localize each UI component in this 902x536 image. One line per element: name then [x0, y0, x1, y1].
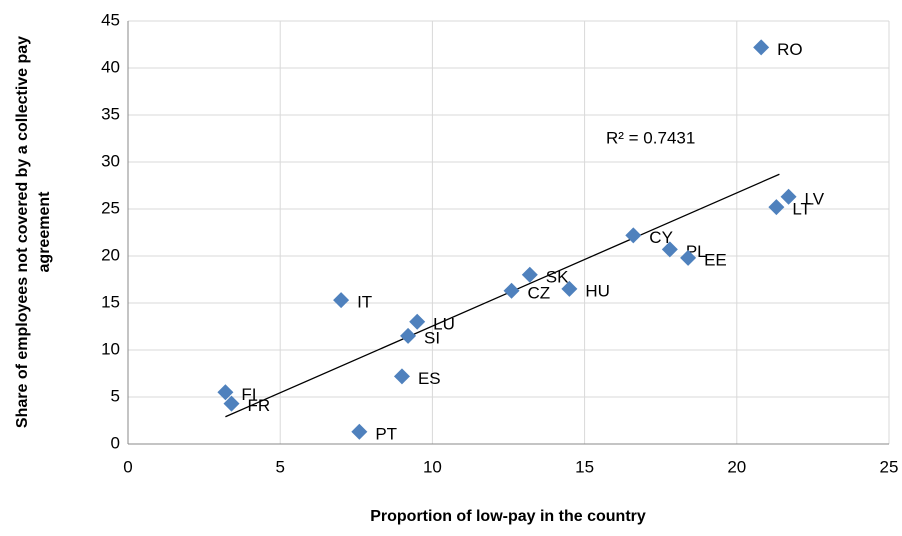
- point: [503, 282, 520, 299]
- point: [217, 384, 234, 401]
- point: [351, 423, 368, 440]
- point-label: PT: [375, 424, 397, 443]
- point-label: FI: [241, 385, 256, 404]
- y-tick-label: 20: [101, 245, 120, 264]
- y-tick-label: 30: [101, 151, 120, 170]
- point-label: IT: [357, 293, 372, 312]
- y-tick-label: 35: [101, 104, 120, 123]
- point: [780, 188, 797, 205]
- y-axis-title-box: Share of employees not covered by a coll…: [14, 35, 53, 429]
- y-axis-title: Share of employees not covered by a coll…: [14, 35, 53, 429]
- x-tick-label: 20: [727, 457, 746, 476]
- point: [768, 199, 785, 216]
- point: [661, 241, 678, 258]
- x-tick-label: 10: [423, 457, 442, 476]
- x-tick-label: 15: [575, 457, 594, 476]
- point-label: SI: [424, 328, 440, 347]
- point: [393, 368, 410, 385]
- point: [400, 327, 417, 344]
- point: [625, 227, 642, 244]
- x-tick-label: 5: [275, 457, 284, 476]
- r-squared: R² = 0.7431: [606, 128, 695, 147]
- point-label: SK: [546, 267, 569, 286]
- x-tick-label: 0: [123, 457, 132, 476]
- point: [521, 266, 538, 283]
- y-tick-label: 15: [101, 292, 120, 311]
- y-tick-label: 10: [101, 339, 120, 358]
- point-label: LT: [792, 200, 811, 219]
- point: [680, 249, 697, 266]
- point-label: CY: [649, 228, 673, 247]
- x-axis-title: Proportion of low-pay in the country: [370, 508, 646, 525]
- point: [409, 313, 426, 330]
- point-label: LU: [433, 314, 455, 333]
- point-label: RO: [777, 40, 803, 59]
- x-tick-label: 25: [880, 457, 899, 476]
- point: [223, 395, 240, 412]
- y-tick-label: 0: [111, 433, 120, 452]
- point-label: EE: [704, 250, 727, 269]
- point-label: CZ: [528, 283, 551, 302]
- y-axis-title-text: Share of employees not covered by a coll…: [14, 35, 53, 429]
- point-label: HU: [585, 281, 610, 300]
- point-label: FR: [247, 396, 270, 415]
- point: [561, 280, 578, 297]
- point: [333, 292, 350, 309]
- point: [753, 39, 770, 56]
- point-label: ES: [418, 369, 441, 388]
- y-tick-label: 25: [101, 198, 120, 217]
- y-tick-label: 5: [111, 386, 120, 405]
- y-tick-label: 45: [101, 10, 120, 29]
- y-tick-label: 40: [101, 57, 120, 76]
- point-label: LV: [805, 189, 825, 208]
- trendline: [225, 173, 780, 418]
